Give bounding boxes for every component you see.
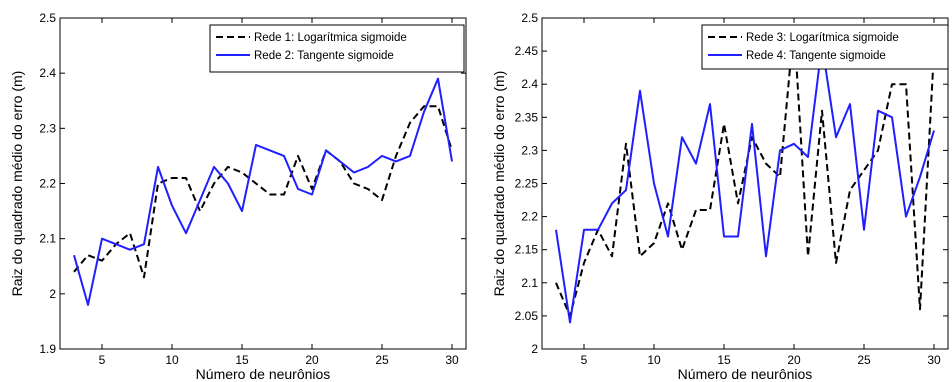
y-tick-label: 2.2 bbox=[521, 210, 538, 224]
y-tick-label: 2.35 bbox=[515, 110, 539, 124]
y-tick-label: 2 bbox=[531, 342, 538, 356]
plot-area bbox=[59, 17, 467, 350]
x-tick-label: 20 bbox=[787, 353, 801, 367]
legend-box bbox=[701, 24, 949, 70]
y-tick-label: 2.3 bbox=[521, 143, 538, 157]
x-tick-label: 5 bbox=[99, 353, 106, 367]
y-tick-label: 2.4 bbox=[521, 77, 538, 91]
legend-label: Rede 2: Tangente sigmoide bbox=[254, 50, 394, 62]
y-tick-label: 2.1 bbox=[39, 232, 56, 246]
y-tick-label: 2.45 bbox=[515, 44, 539, 58]
x-tick-label: 20 bbox=[305, 353, 319, 367]
y-tick-label: 2.2 bbox=[39, 177, 56, 191]
x-tick-label: 30 bbox=[927, 353, 941, 367]
x-tick-label: 15 bbox=[717, 353, 731, 367]
x-tick-label: 25 bbox=[375, 353, 389, 367]
x-tick-label: 15 bbox=[235, 353, 249, 367]
x-tick-label: 30 bbox=[445, 353, 459, 367]
chart-1: 1.9 2 2.1 2.2 2.3 2.4 2.5 5 10 15 20 25 30 Número de … bbox=[9, 11, 467, 382]
series-line-1 bbox=[555, 23, 935, 317]
series-line-2 bbox=[73, 77, 453, 306]
series-line-2 bbox=[555, 43, 935, 324]
y-tick-label: 2.05 bbox=[515, 309, 539, 323]
y-tick-label: 2.15 bbox=[515, 243, 539, 257]
series-line-1 bbox=[73, 105, 453, 279]
legend-label: Rede 3: Logarítmica sigmoide bbox=[746, 32, 899, 44]
y-tick-label: 2.5 bbox=[39, 11, 56, 25]
y-tick-label: 2.5 bbox=[521, 11, 538, 25]
legend-box bbox=[209, 24, 465, 73]
legend-label: Rede 4: Tangente sigmoide bbox=[746, 50, 886, 62]
chart-2: 2 2.05 2.1 2.15 2.2 2.25 2.3 2.35 2.4 2.45 2.5 5 10 1… bbox=[491, 11, 949, 382]
y-tick-label: 2.3 bbox=[39, 121, 56, 135]
x-tick-label: 25 bbox=[857, 353, 871, 367]
y-tick-label: 1.9 bbox=[39, 342, 56, 356]
x-axis-label: Número de neurônios bbox=[678, 366, 813, 382]
y-tick-label: 2.4 bbox=[39, 66, 56, 80]
y-tick-label: 2.25 bbox=[515, 177, 539, 191]
x-tick-label: 10 bbox=[165, 353, 179, 367]
y-axis-label: Raiz do quadrado médio do erro (m) bbox=[491, 71, 507, 297]
y-tick-label: 2 bbox=[49, 287, 56, 301]
y-tick-label: 2.1 bbox=[521, 276, 538, 290]
x-tick-label: 10 bbox=[647, 353, 661, 367]
y-axis-label: Raiz do quadrado médio do erro (m) bbox=[9, 71, 25, 297]
x-tick-label: 5 bbox=[581, 353, 588, 367]
x-axis-label: Número de neurônios bbox=[196, 366, 331, 382]
legend-label: Rede 1: Logarítmica sigmoide bbox=[254, 32, 407, 44]
